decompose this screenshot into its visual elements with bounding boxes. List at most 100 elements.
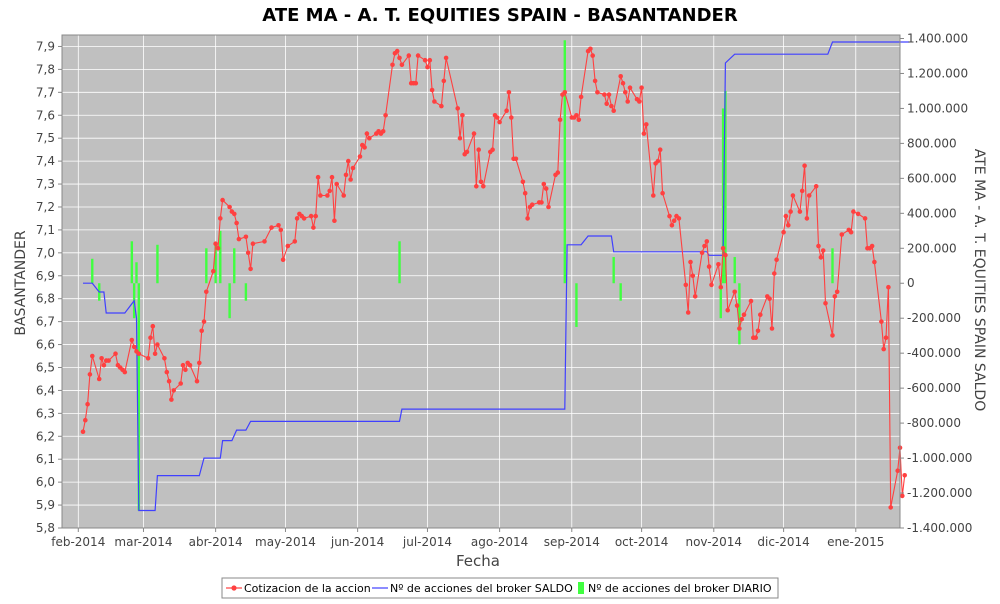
price-marker: [269, 225, 274, 230]
price-marker: [557, 117, 563, 123]
price-marker: [460, 113, 465, 118]
diario-bar: [724, 90, 727, 284]
price-marker: [204, 289, 209, 295]
diario-bar: [135, 262, 138, 284]
price-marker: [541, 181, 547, 187]
price-marker: [720, 246, 726, 251]
y-left-tick-label: 7,8: [36, 62, 55, 76]
price-marker: [292, 239, 298, 244]
y-left-tick-label: 6,7: [36, 315, 55, 329]
price-marker: [432, 99, 437, 104]
price-marker: [364, 131, 370, 136]
price-marker: [343, 172, 349, 178]
price-marker: [332, 218, 337, 223]
price-marker: [178, 381, 183, 386]
y-right-tick-label: -400.000: [907, 346, 961, 360]
price-marker: [334, 181, 340, 187]
price-marker: [234, 220, 239, 226]
price-marker: [848, 229, 854, 235]
price-marker: [739, 317, 744, 322]
price-marker: [495, 115, 500, 120]
price-marker: [623, 90, 628, 95]
diario-bar: [612, 257, 615, 284]
price-marker: [280, 257, 286, 263]
price-marker: [285, 243, 291, 249]
x-tick-label: may-2014: [255, 535, 316, 549]
diario-bar: [563, 40, 566, 284]
y-right-tick-label: 800.000: [907, 136, 957, 150]
price-marker: [327, 188, 333, 194]
price-marker: [101, 362, 107, 368]
saldo-line: [83, 41, 910, 512]
price-marker: [788, 209, 793, 214]
price-marker: [574, 113, 579, 118]
price-marker: [543, 186, 549, 191]
price-marker: [129, 337, 135, 343]
price-marker: [99, 356, 104, 361]
x-tick-label: jul-2014: [402, 535, 452, 549]
price-marker: [774, 257, 779, 263]
price-marker: [888, 505, 893, 510]
price-marker: [248, 266, 253, 272]
saldo-line-group: [83, 41, 910, 512]
price-marker: [669, 223, 675, 228]
price-marker: [194, 378, 200, 384]
price-marker: [690, 273, 696, 279]
price-marker: [799, 188, 805, 194]
price-marker: [180, 362, 186, 368]
price-marker: [199, 328, 204, 334]
price-marker: [602, 92, 607, 97]
diario-bar: [130, 241, 134, 284]
legend-diario-label: Nº de acciones del broker DIARIO: [588, 582, 772, 595]
price-marker: [243, 234, 249, 240]
y-left-tick-label: 6,8: [36, 292, 55, 306]
y-right-tick-label: 1.400.000: [907, 31, 968, 45]
price-marker: [725, 307, 730, 313]
price-marker: [716, 262, 721, 267]
y-right-tick-label: 200.000: [907, 241, 957, 255]
x-tick-label: dic-2014: [757, 535, 809, 549]
price-marker: [415, 53, 421, 58]
price-marker: [427, 57, 433, 63]
price-marker: [150, 323, 156, 329]
price-marker: [162, 356, 167, 361]
price-marker: [148, 335, 153, 341]
price-marker: [881, 346, 886, 352]
price-marker: [318, 193, 323, 198]
price-marker: [187, 362, 193, 368]
price-marker: [702, 243, 707, 249]
price-marker: [455, 106, 461, 111]
price-marker: [145, 356, 151, 361]
x-tick-label: mar-2014: [114, 535, 172, 549]
price-marker: [667, 213, 672, 219]
price-marker: [546, 204, 551, 210]
price-marker: [676, 216, 682, 221]
price-marker: [525, 216, 530, 221]
price-marker: [262, 239, 267, 244]
price-marker: [380, 129, 386, 134]
price-marker: [155, 342, 160, 347]
plot-area: [62, 35, 900, 528]
diario-bar: [205, 248, 208, 284]
diario-bar: [228, 283, 231, 319]
diario-bar: [721, 108, 725, 284]
price-marker: [688, 259, 693, 265]
price-marker: [832, 294, 838, 299]
price-marker: [348, 177, 353, 182]
price-marker: [620, 80, 626, 86]
price-marker: [357, 154, 363, 159]
price-marker: [576, 117, 582, 123]
price-marker: [341, 193, 347, 198]
diario-bars: [91, 40, 834, 511]
diario-bar: [137, 283, 141, 511]
price-marker: [443, 55, 449, 61]
price-marker: [220, 197, 225, 203]
y-right-tick-label: -1.400.000: [907, 521, 972, 535]
axis-labels: 5,8 5,9 6,0 6,1 6,2 6,3 6,4 6,5 6,6 6,7 6,8 6,9 7,0 7…: [36, 31, 973, 549]
x-tick-label: oct-2014: [615, 535, 669, 549]
price-marker: [478, 179, 484, 185]
price-marker: [734, 303, 740, 308]
price-marker: [201, 319, 207, 324]
price-marker: [704, 239, 710, 244]
